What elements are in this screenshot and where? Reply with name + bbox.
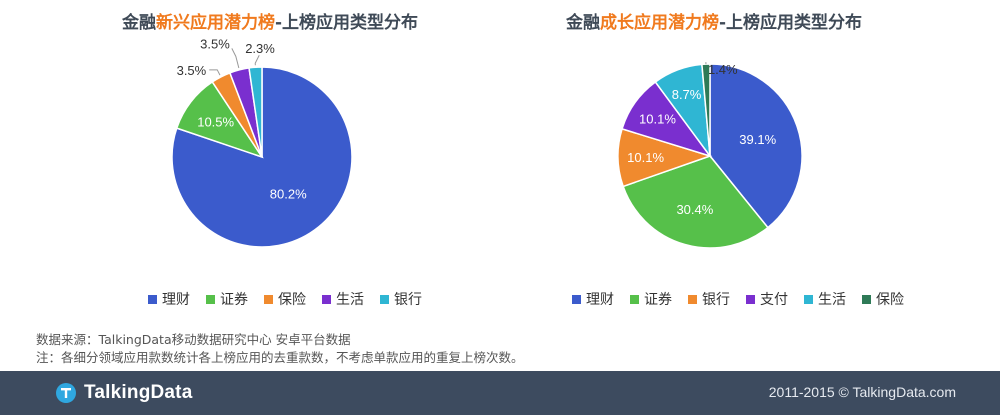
title-left-highlight: 新兴应用潜力榜 [155, 13, 275, 33]
left-leader-4 [254, 55, 260, 66]
title-left-prefix: 金融 [121, 13, 156, 33]
left-legend-swatch-3 [322, 294, 331, 304]
left-legend-item-2: 保险 [264, 289, 306, 309]
right-slice-5 [701, 63, 711, 157]
right-label-0: 39.1% [739, 132, 776, 147]
title-right-highlight: 成长应用潜力榜 [599, 13, 719, 33]
right-legend-item-3: 支付 [746, 289, 788, 309]
talkingdata-logo-icon [56, 383, 76, 403]
right-legend-swatch-2 [688, 294, 697, 304]
left-legend-swatch-2 [264, 294, 273, 304]
right-legend-item-4: 生活 [804, 289, 846, 309]
left-legend-label-2: 保险 [278, 292, 306, 308]
left-legend-label-0: 理财 [162, 292, 190, 308]
title-right-suffix: -上榜应用类型分布 [718, 13, 863, 33]
legend-right: 理财 证券 银行 支付 生活 保险 [572, 289, 904, 309]
left-legend-label-3: 生活 [336, 292, 364, 308]
pie-chart-left: 80.2% 10.5% 3.5% 3.5% 2.3% [171, 36, 353, 248]
right-legend-swatch-1 [630, 294, 639, 304]
footer: TalkingData 2011-2015 © TalkingData.com [0, 371, 1000, 415]
right-label-1: 30.4% [676, 202, 713, 217]
right-legend-swatch-0 [572, 294, 581, 304]
right-label-3: 10.1% [639, 112, 676, 127]
right-label-5: 1.4% [708, 62, 738, 77]
left-label-1: 10.5% [197, 114, 234, 129]
source-note: 数据来源：TalkingData移动数据研究中心 安卓平台数据 [36, 332, 351, 347]
left-legend-label-4: 银行 [394, 292, 422, 308]
right-legend-item-5: 保险 [862, 289, 904, 309]
left-legend-label-1: 证券 [220, 292, 248, 308]
right-legend-swatch-4 [804, 294, 813, 304]
legend-left: 理财 证券 保险 生活 银行 [148, 289, 422, 309]
right-legend-label-0: 理财 [586, 292, 614, 308]
title-left-suffix: -上榜应用类型分布 [274, 13, 419, 33]
left-leader-2 [209, 69, 221, 76]
logo-text: TalkingData [84, 382, 193, 403]
right-legend-label-5: 保险 [876, 292, 904, 308]
right-legend-label-3: 支付 [760, 292, 788, 308]
left-label-2: 3.5% [177, 63, 207, 78]
left-leader-3 [231, 48, 240, 69]
right-legend-item-1: 证券 [630, 289, 672, 309]
left-slice-4 [248, 66, 263, 158]
right-label-2: 10.1% [627, 150, 664, 165]
left-legend-item-0: 理财 [148, 289, 190, 309]
left-legend-swatch-1 [206, 294, 215, 304]
left-label-0: 80.2% [270, 187, 307, 202]
right-legend-label-2: 银行 [702, 292, 730, 308]
right-legend-label-1: 证券 [644, 292, 672, 308]
pie-chart-right: 39.1% 30.4% 10.1% 10.1% 8.7% 1.4% [617, 62, 803, 249]
right-slice-0 [709, 63, 803, 229]
title-right-prefix: 金融 [565, 13, 600, 33]
logo: TalkingData [54, 381, 192, 405]
left-label-3: 3.5% [200, 36, 230, 51]
left-legend-swatch-0 [148, 294, 157, 304]
notes: 数据来源：TalkingData移动数据研究中心 安卓平台数据 注：各细分领域应… [36, 331, 524, 367]
right-legend-item-0: 理财 [572, 289, 614, 309]
copyright: 2011-2015 © TalkingData.com [768, 384, 956, 400]
right-slice-1 [622, 155, 769, 249]
chart-title-right: 金融成长应用潜力榜-上榜应用类型分布 [504, 8, 924, 33]
footnote: 注：各细分领域应用款数统计各上榜应用的去重款数，不考虑单款应用的重复上榜次数。 [36, 350, 524, 365]
right-legend-label-4: 生活 [818, 292, 846, 308]
right-legend-swatch-3 [746, 294, 755, 304]
left-legend-item-4: 银行 [380, 289, 422, 309]
left-legend-item-1: 证券 [206, 289, 248, 309]
chart-title-left: 金融新兴应用潜力榜-上榜应用类型分布 [60, 8, 480, 33]
left-legend-swatch-4 [380, 294, 389, 304]
right-legend-item-2: 银行 [688, 289, 730, 309]
left-label-4: 2.3% [245, 41, 275, 56]
right-label-4: 8.7% [672, 87, 702, 102]
right-legend-swatch-5 [862, 294, 871, 304]
left-legend-item-3: 生活 [322, 289, 364, 309]
